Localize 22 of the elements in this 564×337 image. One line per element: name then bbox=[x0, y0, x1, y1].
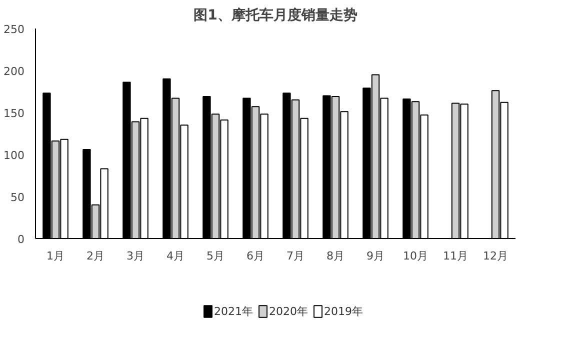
x-tick-label: 6月 bbox=[246, 250, 264, 262]
y-tick-label: 150 bbox=[4, 107, 25, 120]
chart-title: 图1、摩托车月度销量走势 bbox=[194, 6, 358, 24]
x-tick-label: 1月 bbox=[46, 250, 64, 262]
x-tick-label: 4月 bbox=[166, 250, 184, 262]
y-tick-label: 0 bbox=[18, 233, 24, 246]
legend-label: 2020年 bbox=[269, 305, 308, 318]
x-tick-label: 2月 bbox=[86, 250, 104, 262]
x-tick-label: 11月 bbox=[443, 250, 468, 262]
x-tick-label: 12月 bbox=[483, 250, 508, 262]
x-tick-label: 10月 bbox=[403, 250, 428, 262]
y-tick-label: 100 bbox=[4, 149, 25, 162]
x-tick-label: 3月 bbox=[126, 250, 144, 262]
x-tick-label: 7月 bbox=[286, 250, 304, 262]
y-tick-label: 50 bbox=[10, 191, 25, 204]
y-tick-label: 250 bbox=[4, 23, 25, 36]
x-tick-label: 5月 bbox=[206, 250, 224, 262]
legend-label: 2021年 bbox=[214, 305, 253, 318]
x-tick-label: 8月 bbox=[326, 250, 344, 262]
legend-label: 2019年 bbox=[324, 305, 363, 318]
y-tick-label: 200 bbox=[4, 65, 25, 78]
x-tick-label: 9月 bbox=[366, 250, 384, 262]
